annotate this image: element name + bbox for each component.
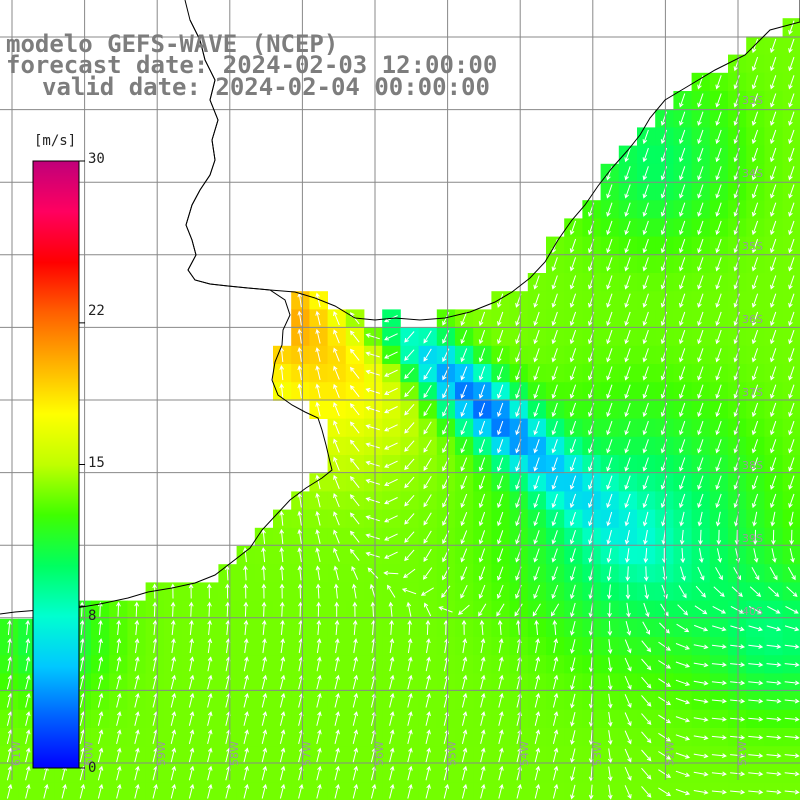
colorbar-tick-label: 22 [88, 303, 105, 319]
longitude-label: 58W [228, 741, 241, 766]
latitude-label: 35S [742, 240, 763, 253]
colorbar-tick-label: 30 [88, 151, 105, 167]
longitude-label: 59W [155, 741, 168, 766]
colorbar-tick-label: 0 [88, 760, 96, 776]
longitude-label: 54W [518, 741, 531, 766]
latitude-label: 38S [742, 459, 763, 472]
longitude-label: 53W [591, 741, 604, 766]
colorbar-tick-label: 8 [88, 608, 96, 624]
longitude-label: 52W [663, 741, 676, 766]
longitude-label: 57W [300, 741, 313, 766]
colorbar-unit: [m/s] [34, 133, 76, 149]
colorbar [33, 161, 85, 768]
wind-speed-cells [0, 18, 800, 800]
longitude-label: 56W [373, 741, 386, 766]
colorbar-tick-label: 15 [88, 455, 105, 471]
latitude-label: 34S [742, 167, 763, 180]
longitude-label: 51W [736, 741, 749, 766]
colorbar-gradient [33, 161, 79, 768]
latitude-label: 37S [742, 386, 763, 399]
latitude-label: 36S [742, 313, 763, 326]
longitude-label: 55W [446, 741, 459, 766]
latitude-label: 40S [742, 605, 763, 618]
valid-date: valid date: 2024-02-04 00:00:00 [42, 75, 490, 99]
latitude-label: 39S [742, 532, 763, 545]
latitude-label: 33S [742, 94, 763, 107]
longitude-label: 61W [10, 741, 23, 766]
